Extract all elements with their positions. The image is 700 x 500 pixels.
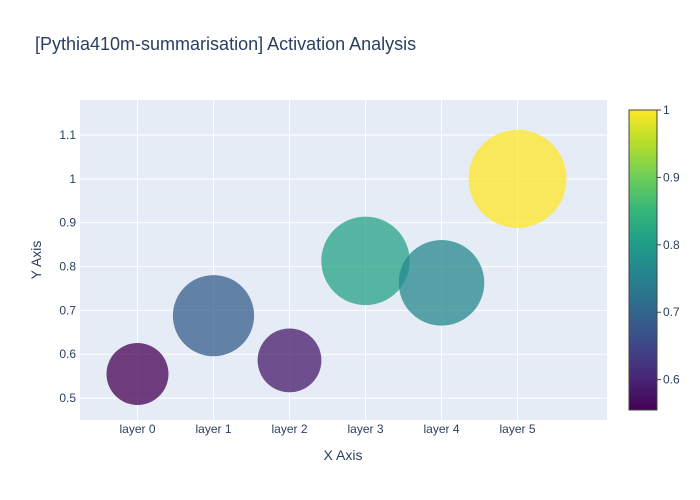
y-tick-label: 0.7 <box>59 303 76 317</box>
y-tick-label: 0.8 <box>59 260 76 274</box>
x-tick-labels: layer 0 layer 1 layer 2 layer 3 layer 4 layer… <box>119 422 535 436</box>
y-tick-label: 0.9 <box>59 216 76 230</box>
colorbar-tick-label: 0.6 <box>663 373 680 387</box>
x-tick-label: layer 5 <box>499 422 535 436</box>
x-tick-label: layer 1 <box>195 422 231 436</box>
bubble-point <box>398 239 485 326</box>
bubble-point <box>257 328 322 393</box>
x-axis-label: X Axis <box>324 447 363 463</box>
chart-title: [Pythia410m-summarisation] Activation An… <box>35 34 416 54</box>
x-tick-label: layer 0 <box>119 422 155 436</box>
y-tick-label: 0.5 <box>59 391 76 405</box>
bubble-point <box>106 342 169 405</box>
bubble-point <box>468 129 567 228</box>
y-axis-label: Y Axis <box>28 241 44 280</box>
bubble-point <box>172 275 255 357</box>
colorbar-tick-label: 0.7 <box>663 305 680 319</box>
colorbar-tick-label: 0.9 <box>663 170 680 184</box>
x-tick-label: layer 3 <box>347 422 383 436</box>
y-tick-label: 1.1 <box>59 128 76 142</box>
y-tick-labels: 0.5 0.6 0.7 0.8 0.9 1 1.1 <box>59 128 76 405</box>
colorbar-ticks: 0.6 0.7 0.8 0.9 1 <box>657 103 680 387</box>
y-tick-label: 1 <box>69 172 76 186</box>
bubble-markers <box>106 129 567 405</box>
x-tick-label: layer 4 <box>423 422 459 436</box>
colorbar-tick-label: 1 <box>663 103 670 117</box>
colorbar-tick-label: 0.8 <box>663 238 680 252</box>
x-tick-label: layer 2 <box>271 422 307 436</box>
y-tick-label: 0.6 <box>59 347 76 361</box>
colorbar <box>628 109 658 411</box>
bubble-point <box>321 216 410 306</box>
